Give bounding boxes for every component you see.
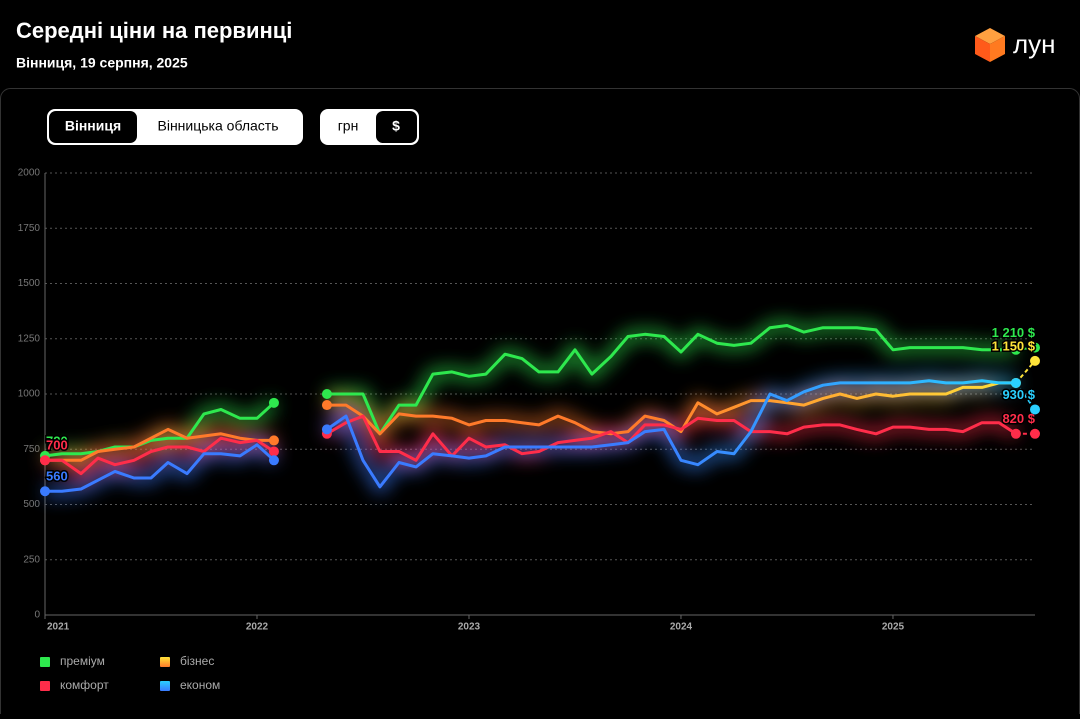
point	[321, 424, 332, 435]
line	[45, 414, 1017, 476]
legend-label: преміум	[60, 654, 105, 668]
point	[1010, 377, 1021, 388]
subtitle: Вінниця, 19 серпня, 2025	[16, 55, 188, 71]
point	[321, 400, 332, 411]
logo: лун	[1013, 29, 1056, 59]
point	[1030, 404, 1040, 415]
point	[321, 389, 332, 399]
value-label: 930 $	[1002, 387, 1035, 402]
legend-swatch	[160, 681, 170, 691]
line	[44, 324, 1016, 458]
y-tick-label: 1000	[18, 389, 41, 400]
point	[40, 455, 50, 466]
x-tick-label: 2021	[47, 622, 70, 633]
value-label: 560	[46, 469, 68, 484]
logo-icon	[975, 28, 1005, 62]
region-option[interactable]: Вінниця	[65, 118, 121, 134]
y-tick-label: 2000	[18, 168, 41, 179]
point	[1030, 342, 1040, 353]
y-tick-label: 0	[34, 610, 40, 621]
point	[268, 446, 279, 457]
x-tick-label: 2023	[458, 622, 481, 633]
value-label: 1 210 $	[992, 325, 1036, 340]
y-tick-label: 250	[23, 554, 40, 565]
legend-label: комфорт	[60, 678, 109, 692]
point	[40, 486, 50, 497]
x-tick-label: 2025	[882, 622, 905, 633]
currency-option[interactable]: $	[392, 118, 400, 134]
legend-swatch	[40, 657, 50, 667]
y-tick-label: 1750	[18, 223, 41, 234]
region-selected[interactable]	[49, 111, 137, 143]
region-option[interactable]: Вінницька область	[158, 118, 279, 134]
line-layer: 720 1 210 $1 150 $ 700 820 $ 560 930 $	[40, 324, 1040, 497]
title: Середні ціни на первинці	[16, 18, 292, 43]
value-label: 700	[46, 438, 68, 453]
point	[1030, 428, 1040, 439]
point	[268, 455, 279, 466]
y-tick-label: 750	[23, 444, 40, 455]
x-tick-label: 2024	[670, 622, 693, 633]
legend-label: бізнес	[180, 654, 214, 668]
value-label: 720	[46, 433, 68, 448]
point	[1010, 344, 1021, 355]
currency-selected[interactable]	[376, 111, 417, 143]
forecast-line	[1015, 382, 1036, 411]
y-tick-label: 1250	[18, 333, 41, 344]
point	[1010, 428, 1021, 439]
currency-option[interactable]: грн	[338, 118, 359, 134]
y-tick-label: 500	[23, 499, 40, 510]
x-tick-label: 2022	[246, 622, 269, 633]
value-label: 820 $	[1002, 411, 1035, 426]
legend-label: економ	[180, 678, 220, 692]
point	[268, 397, 279, 408]
y-tick-label: 1500	[18, 278, 41, 289]
line	[45, 379, 1016, 493]
point	[1030, 355, 1040, 366]
legend-swatch	[160, 657, 170, 667]
panel	[0, 88, 1080, 719]
value-label: 1 150 $	[992, 338, 1036, 353]
point	[268, 435, 279, 446]
legend-swatch	[40, 681, 50, 691]
